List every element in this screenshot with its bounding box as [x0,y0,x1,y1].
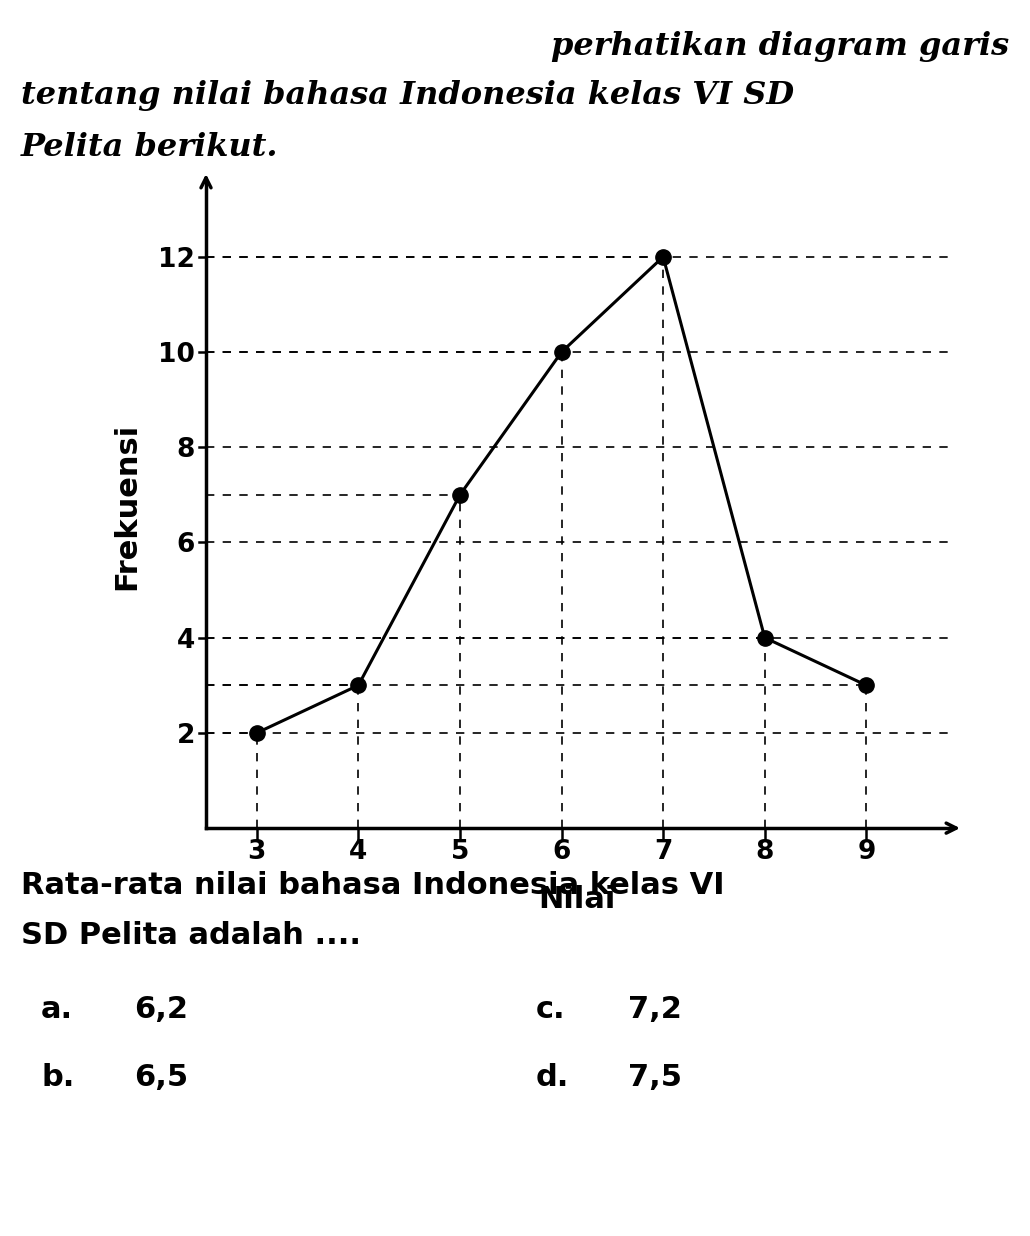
Text: Pelita berikut.: Pelita berikut. [21,132,278,163]
Text: a.: a. [41,995,73,1023]
Text: perhatikan diagram garis: perhatikan diagram garis [551,31,1009,62]
Text: c.: c. [536,995,565,1023]
Text: b.: b. [41,1063,74,1091]
Text: SD Pelita adalah ....: SD Pelita adalah .... [21,921,360,949]
Text: 7,5: 7,5 [628,1063,682,1091]
Text: 7,2: 7,2 [628,995,682,1023]
Text: 6,2: 6,2 [134,995,187,1023]
Y-axis label: Frekuensi: Frekuensi [112,423,141,591]
Text: d.: d. [536,1063,569,1091]
Text: tentang nilai bahasa Indonesia kelas VI SD: tentang nilai bahasa Indonesia kelas VI … [21,80,794,111]
X-axis label: Nilai: Nilai [538,885,616,913]
Text: 6,5: 6,5 [134,1063,188,1091]
Text: Rata-rata nilai bahasa Indonesia kelas VI: Rata-rata nilai bahasa Indonesia kelas V… [21,871,724,900]
